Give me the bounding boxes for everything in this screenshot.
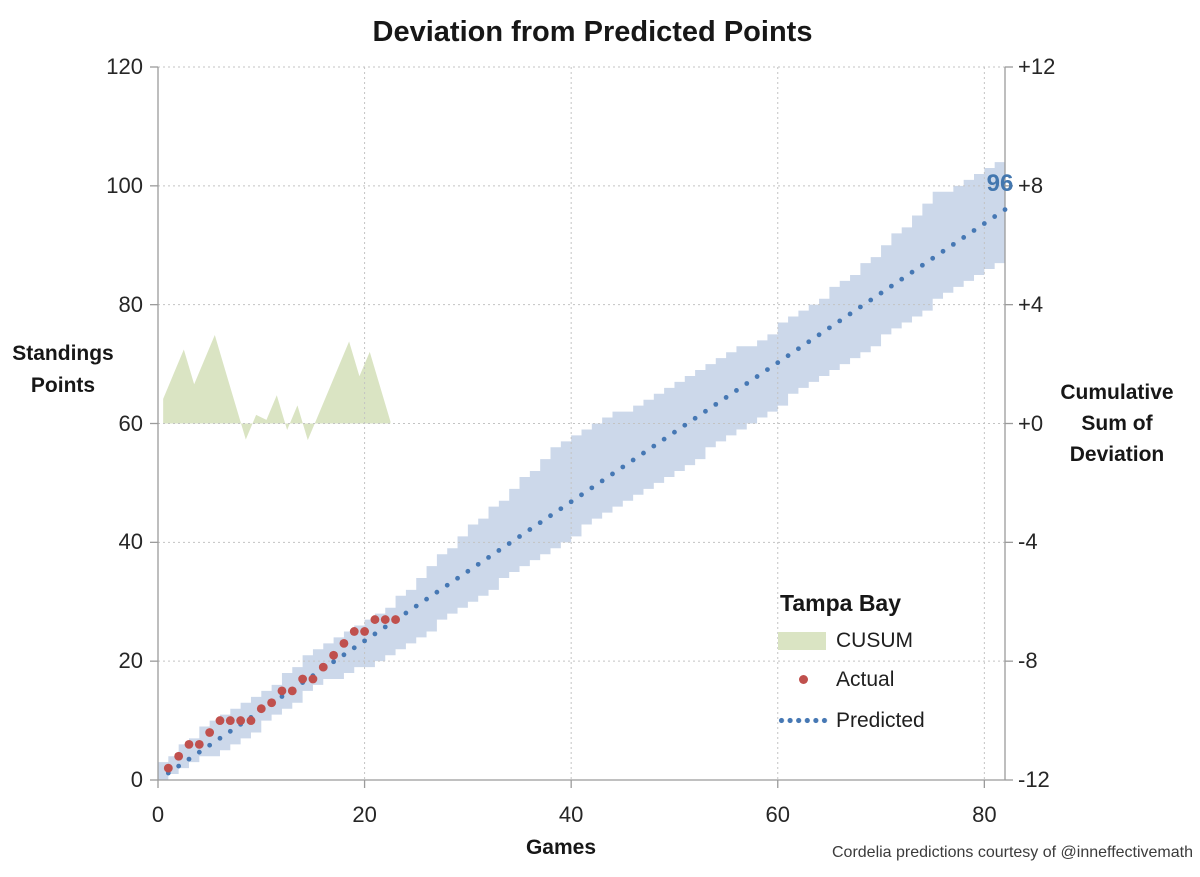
actual-data-point [256, 704, 266, 714]
legend-item-predicted-label: Predicted [836, 708, 925, 732]
actual-data-point [391, 615, 400, 624]
actual-dot-swatch-icon [799, 675, 808, 684]
predicted-dotted-line-swatch-icon [778, 717, 829, 724]
actual-data-point [318, 662, 328, 672]
actual-data-point [298, 674, 308, 684]
actual-data-point [225, 716, 235, 725]
actual-data-point [370, 615, 380, 624]
actual-data-point [236, 716, 246, 725]
actual-data-point [277, 686, 287, 696]
legend-item-cusum-label: CUSUM [836, 629, 913, 652]
actual-data-point [360, 627, 369, 636]
final-predicted-value-label: 96 [986, 170, 1014, 197]
predicted-line-dots [165, 207, 1008, 776]
actual-data-point [215, 716, 225, 725]
actual-dots [163, 615, 400, 773]
actual-data-point [184, 739, 194, 749]
legend-title: Tampa Bay [780, 590, 902, 616]
legend-item-cusum: CUSUM [778, 623, 998, 659]
chart-title: Deviation from Predicted Points [372, 16, 813, 48]
actual-data-point [174, 751, 184, 761]
axes [150, 66, 1013, 788]
legend-item-actual: Actual [778, 659, 998, 700]
actual-data-point [246, 716, 256, 725]
actual-data-point [329, 650, 338, 660]
actual-data-point [339, 638, 349, 648]
actual-data-point [380, 615, 390, 624]
legend: Tampa Bay CUSUM Actual Predicted [778, 590, 998, 741]
left-axis-title-line2: Points [30, 374, 96, 397]
actual-data-point [349, 627, 359, 636]
x-axis-title: Games [525, 836, 597, 859]
cusum-area [163, 334, 391, 441]
cusum-area-swatch-icon [778, 632, 826, 650]
right-axis-title-line2: Sum of [1081, 412, 1153, 435]
gridlines [158, 66, 1005, 780]
actual-data-point [194, 739, 204, 749]
right-axis-title-line3: Deviation [1069, 443, 1165, 466]
legend-item-actual-label: Actual [836, 667, 895, 691]
actual-data-point [308, 674, 318, 684]
legend-item-predicted: Predicted [778, 700, 998, 741]
prediction-band [158, 162, 1005, 781]
right-axis-title-line1: Cumulative [1060, 381, 1174, 404]
footer-credit: Cordelia predictions courtesy of @inneff… [831, 844, 1193, 861]
left-axis-title-line1: Standings [12, 342, 114, 365]
actual-data-point [163, 763, 173, 773]
actual-data-point [205, 728, 215, 737]
left-axis-title: Standings Points [0, 338, 126, 402]
actual-data-point [287, 686, 297, 696]
right-axis-title: Cumulative Sum of Deviation [1053, 377, 1181, 470]
actual-data-point [267, 698, 277, 708]
